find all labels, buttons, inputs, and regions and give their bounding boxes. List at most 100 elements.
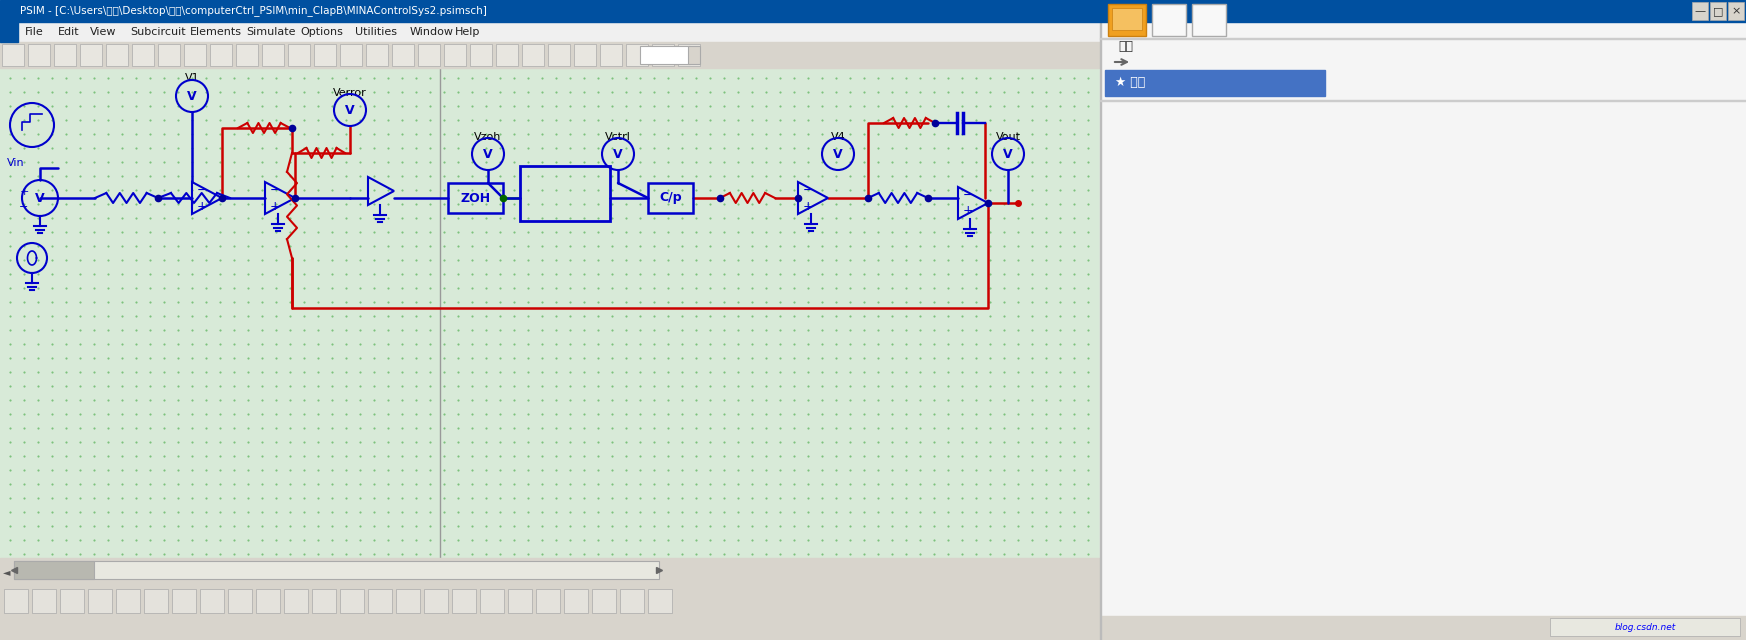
Text: Utilities: Utilities — [354, 27, 396, 37]
Text: −: − — [803, 184, 814, 196]
Bar — [520, 166, 609, 221]
Text: −: − — [271, 184, 281, 196]
Bar — [31, 589, 56, 613]
Bar — [1193, 4, 1226, 36]
Bar — [1152, 4, 1186, 36]
Text: View: View — [91, 27, 117, 37]
Text: +: + — [803, 200, 814, 212]
Bar — [0, 22, 17, 42]
Bar — [688, 46, 700, 64]
Bar — [443, 44, 466, 66]
Text: Window: Window — [410, 27, 454, 37]
Bar — [548, 44, 569, 66]
Bar — [0, 616, 1746, 640]
Bar — [59, 589, 84, 613]
Bar — [480, 589, 505, 613]
Bar — [470, 44, 492, 66]
Bar — [28, 44, 51, 66]
Bar — [574, 44, 595, 66]
Text: ★ 快速: ★ 快速 — [1116, 77, 1145, 90]
Bar — [285, 589, 307, 613]
Text: Elements: Elements — [190, 27, 243, 37]
Bar — [2, 44, 24, 66]
Bar — [183, 44, 206, 66]
Bar — [1692, 2, 1708, 20]
Bar — [133, 44, 154, 66]
Bar — [496, 44, 519, 66]
Text: V: V — [187, 90, 197, 102]
Text: Subcircuit: Subcircuit — [129, 27, 185, 37]
Bar — [314, 44, 335, 66]
Bar — [1100, 0, 1746, 640]
Bar — [0, 42, 1100, 68]
Text: −: − — [964, 189, 974, 202]
Bar — [677, 44, 700, 66]
Text: ◄: ◄ — [3, 567, 10, 577]
Bar — [536, 589, 560, 613]
Bar — [641, 46, 690, 64]
Bar — [313, 589, 335, 613]
Bar — [396, 589, 421, 613]
Text: 文件: 文件 — [1117, 40, 1133, 52]
Text: PSIM - [C:\Users\文远\Desktop\仿真\computerCtrl_PSIM\min_ClapB\MINAControlSys2.psims: PSIM - [C:\Users\文远\Desktop\仿真\computerC… — [19, 6, 487, 17]
Bar — [257, 589, 279, 613]
Text: Edit: Edit — [58, 27, 80, 37]
Bar — [424, 589, 449, 613]
Bar — [1100, 38, 1746, 39]
Bar — [417, 44, 440, 66]
Bar — [522, 44, 545, 66]
Bar — [1550, 618, 1741, 636]
Text: Verror: Verror — [333, 88, 367, 98]
Bar — [201, 589, 223, 613]
Bar — [367, 44, 388, 66]
Bar — [1100, 100, 1746, 101]
Text: Vzoh: Vzoh — [475, 132, 501, 142]
Bar — [620, 589, 644, 613]
Bar — [115, 589, 140, 613]
Bar — [0, 558, 1100, 586]
Text: ×: × — [1732, 6, 1741, 16]
Bar — [648, 183, 693, 213]
Bar — [508, 589, 533, 613]
Bar — [564, 589, 588, 613]
Bar — [340, 589, 363, 613]
Bar — [1729, 2, 1744, 20]
Text: −: − — [197, 184, 208, 196]
Bar — [143, 589, 168, 613]
Bar — [1112, 8, 1142, 30]
Text: V: V — [346, 104, 354, 116]
Text: +: + — [271, 200, 281, 212]
Bar — [87, 589, 112, 613]
Bar — [601, 44, 622, 66]
Text: Vin: Vin — [7, 158, 24, 168]
Text: V: V — [1004, 147, 1013, 161]
Text: V: V — [833, 147, 843, 161]
Bar — [236, 44, 258, 66]
Text: V: V — [613, 147, 623, 161]
Bar — [80, 44, 101, 66]
Text: +: + — [19, 187, 28, 197]
Bar — [173, 589, 196, 613]
Text: —: — — [1694, 6, 1706, 16]
Text: Vctrl: Vctrl — [606, 132, 630, 142]
Bar — [0, 0, 1746, 22]
Text: V: V — [484, 147, 492, 161]
Text: −: − — [19, 202, 28, 212]
Bar — [107, 44, 127, 66]
Bar — [1709, 2, 1727, 20]
Bar — [592, 589, 616, 613]
Bar — [452, 589, 477, 613]
Text: Options: Options — [300, 27, 342, 37]
Bar — [0, 586, 1100, 616]
Bar — [651, 44, 674, 66]
Bar — [14, 561, 658, 579]
Bar — [262, 44, 285, 66]
Bar — [0, 22, 1100, 42]
Text: +: + — [197, 200, 208, 212]
Text: V1: V1 — [185, 73, 199, 83]
Bar — [14, 561, 94, 579]
Bar — [340, 44, 361, 66]
Text: V4: V4 — [831, 132, 845, 142]
Bar — [627, 44, 648, 66]
Bar — [229, 589, 251, 613]
